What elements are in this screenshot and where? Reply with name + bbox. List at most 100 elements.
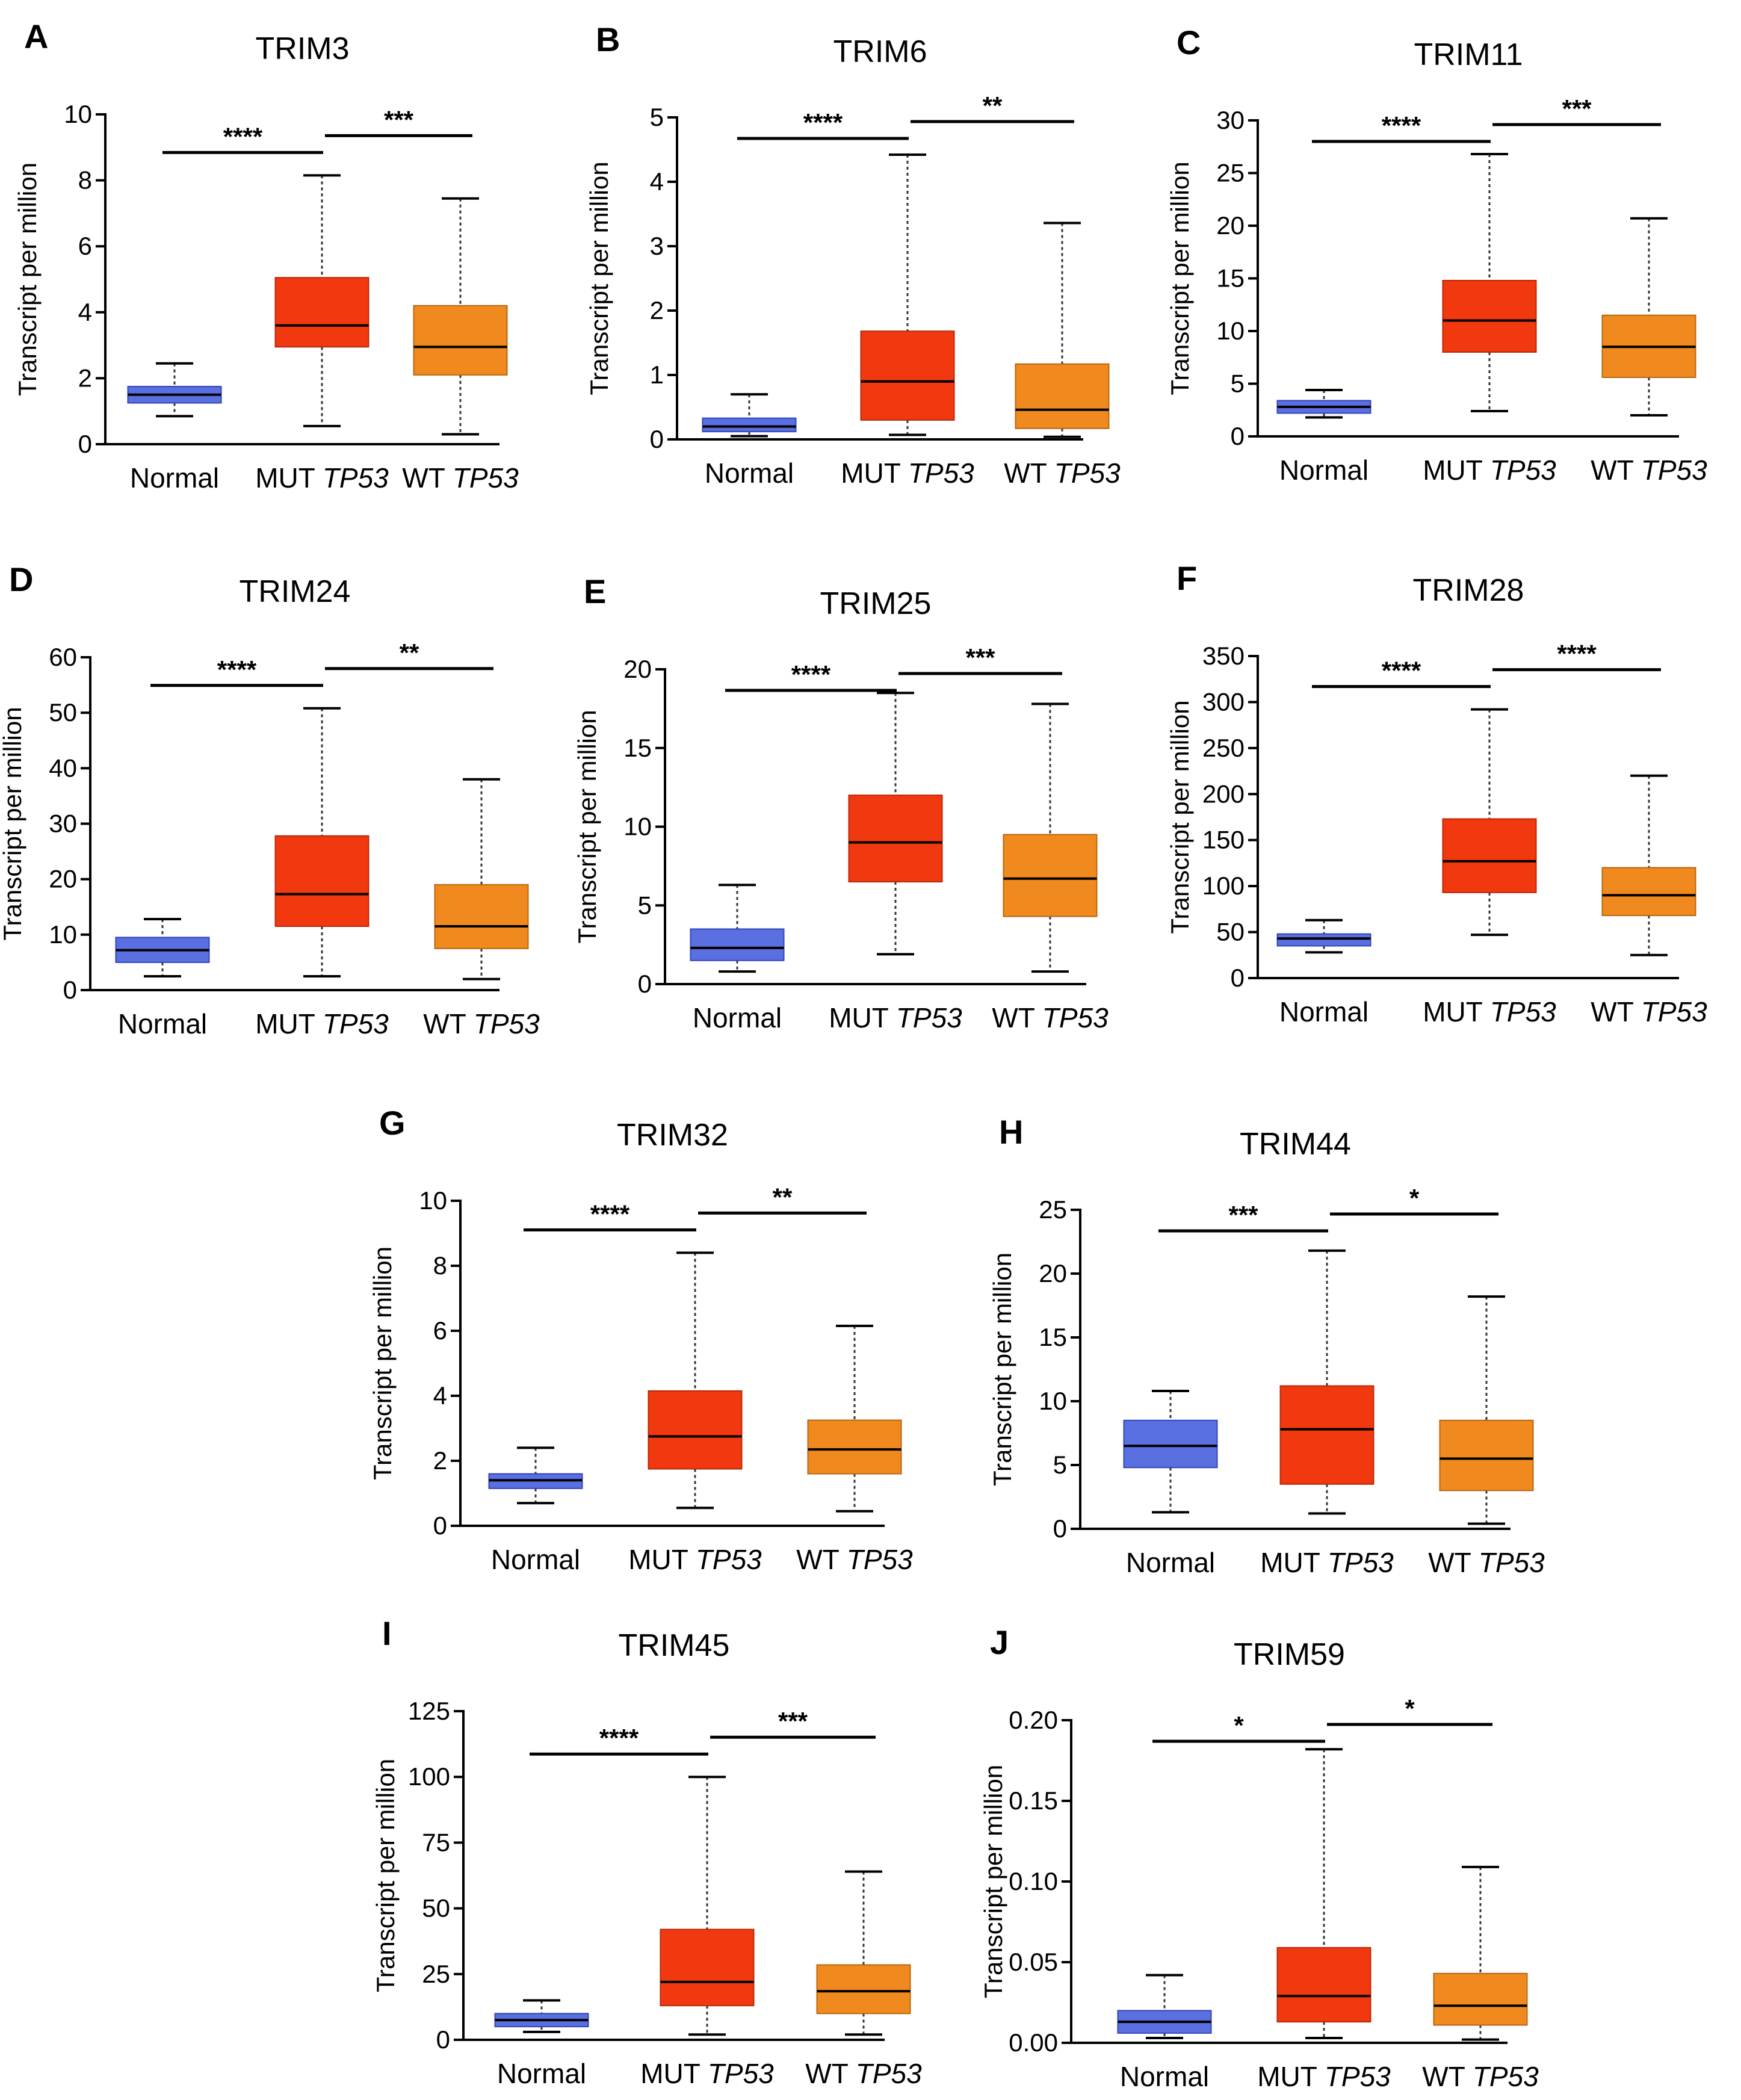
y-tick-label: 0 xyxy=(436,2025,450,2054)
box-iqr xyxy=(1433,1972,1528,2026)
significance-label: **** xyxy=(1557,640,1597,668)
chart-panel-i: I TRIM45 Transcript per million 0 25 50 75 100 1… xyxy=(371,1614,922,2089)
chart-title: TRIM59 xyxy=(1234,1637,1345,1672)
y-tick-label: 100 xyxy=(408,1762,450,1791)
box-iqr xyxy=(1442,818,1537,893)
category-label: WT TP53 xyxy=(1591,996,1707,1027)
chart-title: TRIM32 xyxy=(617,1118,728,1153)
y-tick-label: 8 xyxy=(78,166,92,194)
box-mut xyxy=(660,1776,755,2036)
y-tick-label: 15 xyxy=(1216,264,1245,293)
box-iqr xyxy=(1279,1385,1375,1485)
y-tick-label: 20 xyxy=(623,655,652,683)
category-label-italic: TP53 xyxy=(1490,996,1556,1027)
box-normal xyxy=(1117,1974,1212,2039)
category-label-text: Normal xyxy=(705,457,794,489)
y-tick-label: 50 xyxy=(422,1894,450,1922)
category-label-italic: TP53 xyxy=(1641,996,1707,1027)
category-label-text: MUT xyxy=(255,1008,323,1039)
category-label-text: Normal xyxy=(1120,2061,1209,2092)
category-label-text: WT xyxy=(423,1008,473,1039)
box-wt xyxy=(807,1324,902,1513)
significance-label: **** xyxy=(223,122,263,150)
category-label: WT TP53 xyxy=(1422,2061,1539,2092)
box-wt xyxy=(1439,1295,1534,1525)
category-label-text: WT xyxy=(1591,996,1640,1027)
box-mut xyxy=(848,692,943,956)
y-tick-label: 50 xyxy=(1216,918,1245,946)
y-tick-label: 10 xyxy=(419,1186,447,1215)
box-iqr xyxy=(848,794,943,883)
category-label-italic: TP53 xyxy=(1054,457,1121,489)
y-tick-label: 350 xyxy=(1202,642,1245,670)
y-tick-label: 0 xyxy=(1231,422,1245,450)
category-label: WT TP53 xyxy=(992,1002,1109,1033)
y-tick-label: 20 xyxy=(49,865,77,893)
y-tick-label: 10 xyxy=(1039,1387,1067,1415)
category-label-italic: TP53 xyxy=(1042,1002,1109,1033)
box-iqr xyxy=(1015,363,1110,429)
y-tick-label: 200 xyxy=(1202,779,1245,808)
y-tick-label: 25 xyxy=(422,1960,450,1988)
chart-panel-g: G TRIM32 Transcript per million 0 2 4 6 8 10 Norm… xyxy=(368,1104,913,1575)
category-label: MUT TP53 xyxy=(841,457,974,489)
category-label: MUT TP53 xyxy=(255,1008,389,1039)
chart-panel-h: H TRIM44 Transcript per million 0 5 10 15 20 25 N… xyxy=(988,1113,1545,1578)
box-wt xyxy=(816,1870,911,2036)
category-label-text: WT xyxy=(796,1544,846,1575)
chart-panel-d: D TRIM24 Transcript per million 0 10 20 30 40 50… xyxy=(0,560,540,1039)
y-tick-label: 0.20 xyxy=(1009,1706,1058,1734)
y-axis-label: Transcript per million xyxy=(988,1253,1016,1486)
category-label-text: WT xyxy=(1428,1547,1478,1578)
y-tick-label: 20 xyxy=(1216,211,1245,240)
category-label: WT TP53 xyxy=(1428,1547,1545,1578)
y-tick-label: 20 xyxy=(1039,1259,1067,1287)
category-label: MUT TP53 xyxy=(628,1544,762,1575)
category-label-text: WT xyxy=(1591,454,1640,486)
y-tick-label: 0 xyxy=(1053,1514,1067,1543)
category-label-text: Normal xyxy=(693,1002,782,1033)
significance-label: * xyxy=(1234,1711,1244,1739)
box-iqr xyxy=(807,1419,902,1475)
y-axis-label: Transcript per million xyxy=(573,710,601,943)
box-iqr xyxy=(1003,834,1098,917)
box-iqr xyxy=(434,884,529,949)
y-tick-label: 15 xyxy=(1039,1323,1067,1351)
category-label-italic: TP53 xyxy=(847,1544,913,1575)
significance-label: * xyxy=(1409,1184,1420,1212)
category-label: Normal xyxy=(491,1544,580,1575)
chart-panel-e: E TRIM25 Transcript per million 0 5 10 15 20 Nor… xyxy=(573,572,1109,1033)
box-mut xyxy=(274,707,370,977)
y-axis-label: Transcript per million xyxy=(13,163,42,396)
category-label-italic: TP53 xyxy=(1325,2061,1391,2092)
box-iqr xyxy=(274,835,370,928)
y-tick-label: 4 xyxy=(650,167,664,196)
category-label: WT TP53 xyxy=(402,462,519,494)
y-tick-label: 50 xyxy=(49,698,77,726)
chart-panel-c: C TRIM11 Transcript per million 0 5 10 15 20 25 3… xyxy=(1166,23,1707,486)
box-normal xyxy=(127,362,222,418)
category-label: WT TP53 xyxy=(1004,457,1121,489)
y-axis-label: Transcript per million xyxy=(585,161,613,395)
box-mut xyxy=(1276,1748,1371,2039)
box-wt xyxy=(1015,221,1110,438)
category-label: Normal xyxy=(1279,996,1368,1027)
category-label-italic: TP53 xyxy=(1479,1547,1545,1578)
y-tick-label: 0.15 xyxy=(1009,1786,1058,1815)
category-label-italic: TP53 xyxy=(323,462,389,494)
y-tick-label: 0 xyxy=(63,976,77,1004)
chart-title: TRIM24 xyxy=(240,574,351,609)
chart-panel-b: B TRIM6 Transcript per million 0 1 2 3 4 5 Normal… xyxy=(585,20,1121,489)
box-normal xyxy=(1123,1390,1218,1514)
panel-letter: J xyxy=(990,1623,1009,1661)
category-label: MUT TP53 xyxy=(1257,2061,1391,2092)
y-axis-label: Transcript per million xyxy=(979,1765,1007,1998)
category-label-text: MUT xyxy=(628,1544,696,1575)
chart-title: TRIM3 xyxy=(256,31,350,66)
significance-label: **** xyxy=(599,1724,639,1752)
y-tick-label: 3 xyxy=(650,232,664,260)
box-iqr xyxy=(690,928,785,961)
category-label-text: Normal xyxy=(1279,996,1368,1027)
category-label-text: MUT xyxy=(829,1002,896,1033)
